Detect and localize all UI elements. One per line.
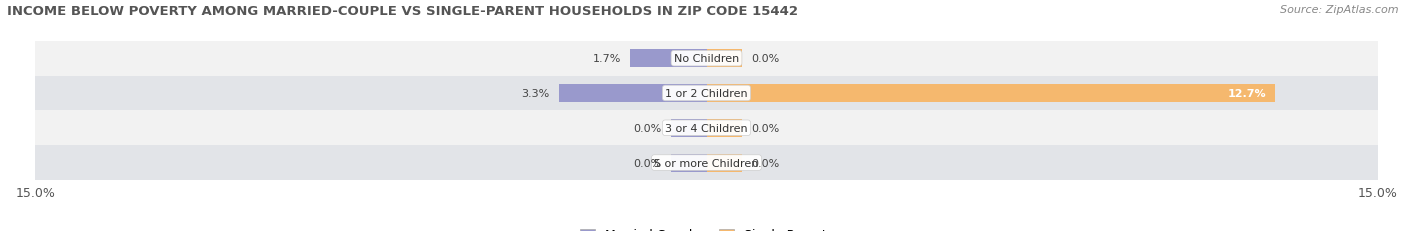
- Bar: [630, 50, 706, 68]
- Bar: [706, 85, 1275, 103]
- Text: 0.0%: 0.0%: [751, 123, 779, 133]
- Text: 0.0%: 0.0%: [751, 54, 779, 64]
- Text: 5 or more Children: 5 or more Children: [654, 158, 759, 168]
- Legend: Married Couples, Single Parents: Married Couples, Single Parents: [575, 223, 838, 231]
- Bar: [706, 119, 742, 137]
- Bar: [35, 42, 1378, 76]
- Text: 0.0%: 0.0%: [634, 123, 662, 133]
- Bar: [706, 50, 742, 68]
- Text: 3.3%: 3.3%: [522, 88, 550, 99]
- Bar: [671, 119, 706, 137]
- Text: No Children: No Children: [673, 54, 740, 64]
- Text: 0.0%: 0.0%: [634, 158, 662, 168]
- Bar: [558, 85, 706, 103]
- Text: 3 or 4 Children: 3 or 4 Children: [665, 123, 748, 133]
- Text: 12.7%: 12.7%: [1227, 88, 1265, 99]
- Text: Source: ZipAtlas.com: Source: ZipAtlas.com: [1281, 5, 1399, 15]
- Bar: [706, 154, 742, 172]
- Bar: [35, 111, 1378, 146]
- Bar: [35, 146, 1378, 180]
- Bar: [35, 76, 1378, 111]
- Text: 1 or 2 Children: 1 or 2 Children: [665, 88, 748, 99]
- Text: INCOME BELOW POVERTY AMONG MARRIED-COUPLE VS SINGLE-PARENT HOUSEHOLDS IN ZIP COD: INCOME BELOW POVERTY AMONG MARRIED-COUPL…: [7, 5, 799, 18]
- Text: 0.0%: 0.0%: [751, 158, 779, 168]
- Bar: [671, 154, 706, 172]
- Text: 1.7%: 1.7%: [593, 54, 621, 64]
